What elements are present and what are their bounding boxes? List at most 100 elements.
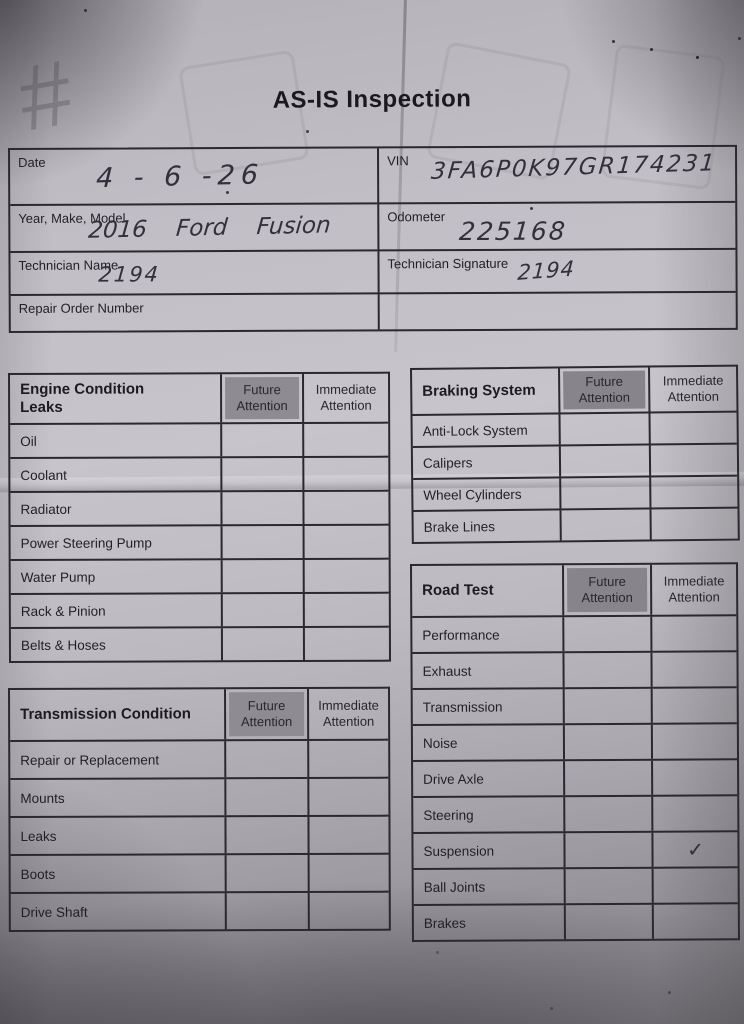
immediate-attention-cell <box>302 423 389 456</box>
future-attention-cell <box>562 652 651 688</box>
row-label: Steering <box>423 807 474 823</box>
braking-system-table: Braking System Future Attention Immediat… <box>410 364 740 544</box>
future-attention-header: Future Attention <box>562 564 651 616</box>
immediate-attention-cell <box>307 816 389 853</box>
row-label: Radiator <box>20 501 72 517</box>
field-blank <box>377 292 736 330</box>
table-header: Road Test Future Attention Immediate Att… <box>412 564 737 618</box>
handwritten-signature: 2194 <box>516 256 576 285</box>
field-year-make-model: Year, Make, Model 2016 Ford Fusion <box>10 204 378 253</box>
field-label: Odometer <box>387 209 446 225</box>
row-label: Ball Joints <box>423 879 486 895</box>
handwritten-technician-name: 2194 <box>97 262 162 287</box>
future-attention-cell <box>224 740 308 778</box>
table-row: Rack & Pinion <box>10 593 389 629</box>
table-row: Leaks <box>10 816 389 856</box>
page-title: AS-IS Inspection <box>272 85 472 114</box>
row-label: Exhaust <box>422 663 472 679</box>
immediate-attention-cell <box>307 892 389 929</box>
row-label: Boots <box>20 866 56 882</box>
table-row: Boots <box>10 854 389 894</box>
row-label: Repair or Replacement <box>20 751 160 768</box>
table-row: Oil <box>10 423 389 459</box>
section-title: Braking System <box>422 381 536 400</box>
table-row-suspension: Suspension ✓ <box>413 832 738 870</box>
table-row: Anti-Lock System <box>412 412 737 448</box>
immediate-attention-cell <box>651 904 738 939</box>
table-row: Noise <box>412 724 738 762</box>
table-header: Engine Condition Leaks Future Attention … <box>10 373 389 425</box>
future-attention-cell <box>562 688 651 724</box>
immediate-attention-header: Immediate Attention <box>302 373 389 422</box>
row-label: Brakes <box>423 915 466 931</box>
immediate-attention-cell <box>302 525 389 558</box>
row-label: Wheel Cylinders <box>423 486 522 503</box>
immediate-attention-cell <box>650 724 738 759</box>
table-row: Wheel Cylinders <box>413 476 738 512</box>
immediate-attention-header: Immediate Attention <box>648 366 737 412</box>
field-repair-order-number: Repair Order Number <box>11 294 378 331</box>
handwritten-year-make-model: 2016 Ford Fusion <box>87 212 332 244</box>
immediate-attention-header: Immediate Attention <box>650 564 737 615</box>
table-row: Power Steering Pump <box>10 525 389 561</box>
table-row: Performance <box>412 616 737 654</box>
section-title: Transmission Condition <box>20 705 191 723</box>
row-label: Calipers <box>422 454 473 471</box>
handwritten-odometer: 225168 <box>458 216 569 247</box>
table-row: Belts & Hoses <box>11 627 390 661</box>
table-row: Transmission <box>412 688 737 726</box>
table-row: Mounts <box>10 778 389 818</box>
table-row: Brakes <box>414 904 738 940</box>
vehicle-info-box: Date 4 - 6 -26 Year, Make, Model 2016 Fo… <box>8 144 738 333</box>
immediate-attention-cell <box>651 796 738 831</box>
field-date: Date 4 - 6 -26 <box>10 148 378 206</box>
row-label: Mounts <box>20 790 65 806</box>
row-label: Brake Lines <box>423 518 496 535</box>
future-attention-cell <box>562 724 652 760</box>
immediate-attention-checkmark: ✓ <box>651 832 738 867</box>
field-label: VIN <box>387 153 409 169</box>
future-attention-header: Future Attention <box>558 367 649 413</box>
immediate-attention-header: Immediate Attention <box>307 688 389 739</box>
field-technician-name: Technician Name 2194 <box>10 251 378 296</box>
row-label: Noise <box>422 735 458 751</box>
immediate-attention-cell <box>650 688 737 723</box>
table-row: Exhaust <box>412 652 737 690</box>
field-label: Technician Signature <box>387 255 509 272</box>
table-row: Ball Joints <box>413 868 738 906</box>
future-attention-cell <box>224 778 308 816</box>
future-attention-cell <box>224 816 308 854</box>
row-label: Leaks <box>20 828 57 844</box>
immediate-attention-cell <box>650 652 737 687</box>
immediate-attention-cell <box>649 508 738 540</box>
immediate-attention-cell <box>648 412 737 444</box>
future-attention-cell <box>220 423 303 457</box>
future-attention-header: Future Attention <box>220 373 303 423</box>
table-row: Drive Axle <box>413 760 738 798</box>
immediate-attention-cell <box>651 760 738 795</box>
field-label: Date <box>18 154 46 170</box>
paper-specks <box>84 9 87 12</box>
future-attention-header: Future Attention <box>224 688 308 740</box>
table-row: Radiator <box>10 491 389 527</box>
field-odometer: Odometer 225168 <box>377 202 736 252</box>
immediate-attention-cell <box>307 854 389 891</box>
future-attention-cell <box>563 796 652 832</box>
field-vin: VIN 3FA6P0K97GR174231 <box>377 146 736 205</box>
row-label: Drive Axle <box>423 771 484 787</box>
row-label: Rack & Pinion <box>20 603 106 619</box>
future-attention-cell <box>220 593 303 627</box>
transmission-condition-table: Transmission Condition Future Attention … <box>8 686 391 932</box>
handwritten-date: 4 - 6 -26 <box>95 159 265 195</box>
engine-condition-table: Engine Condition Leaks Future Attention … <box>8 371 392 663</box>
future-attention-cell <box>220 457 303 491</box>
table-header: Transmission Condition Future Attention … <box>10 688 389 742</box>
future-attention-cell <box>558 445 650 477</box>
future-attention-cell <box>563 868 652 904</box>
field-technician-signature: Technician Signature 2194 <box>377 249 736 295</box>
table-row: Repair or Replacement <box>10 740 389 780</box>
future-attention-cell <box>563 904 652 940</box>
handwritten-vin: 3FA6P0K97GR174231 <box>429 150 718 185</box>
immediate-attention-cell <box>302 593 389 626</box>
future-attention-cell <box>224 892 308 930</box>
